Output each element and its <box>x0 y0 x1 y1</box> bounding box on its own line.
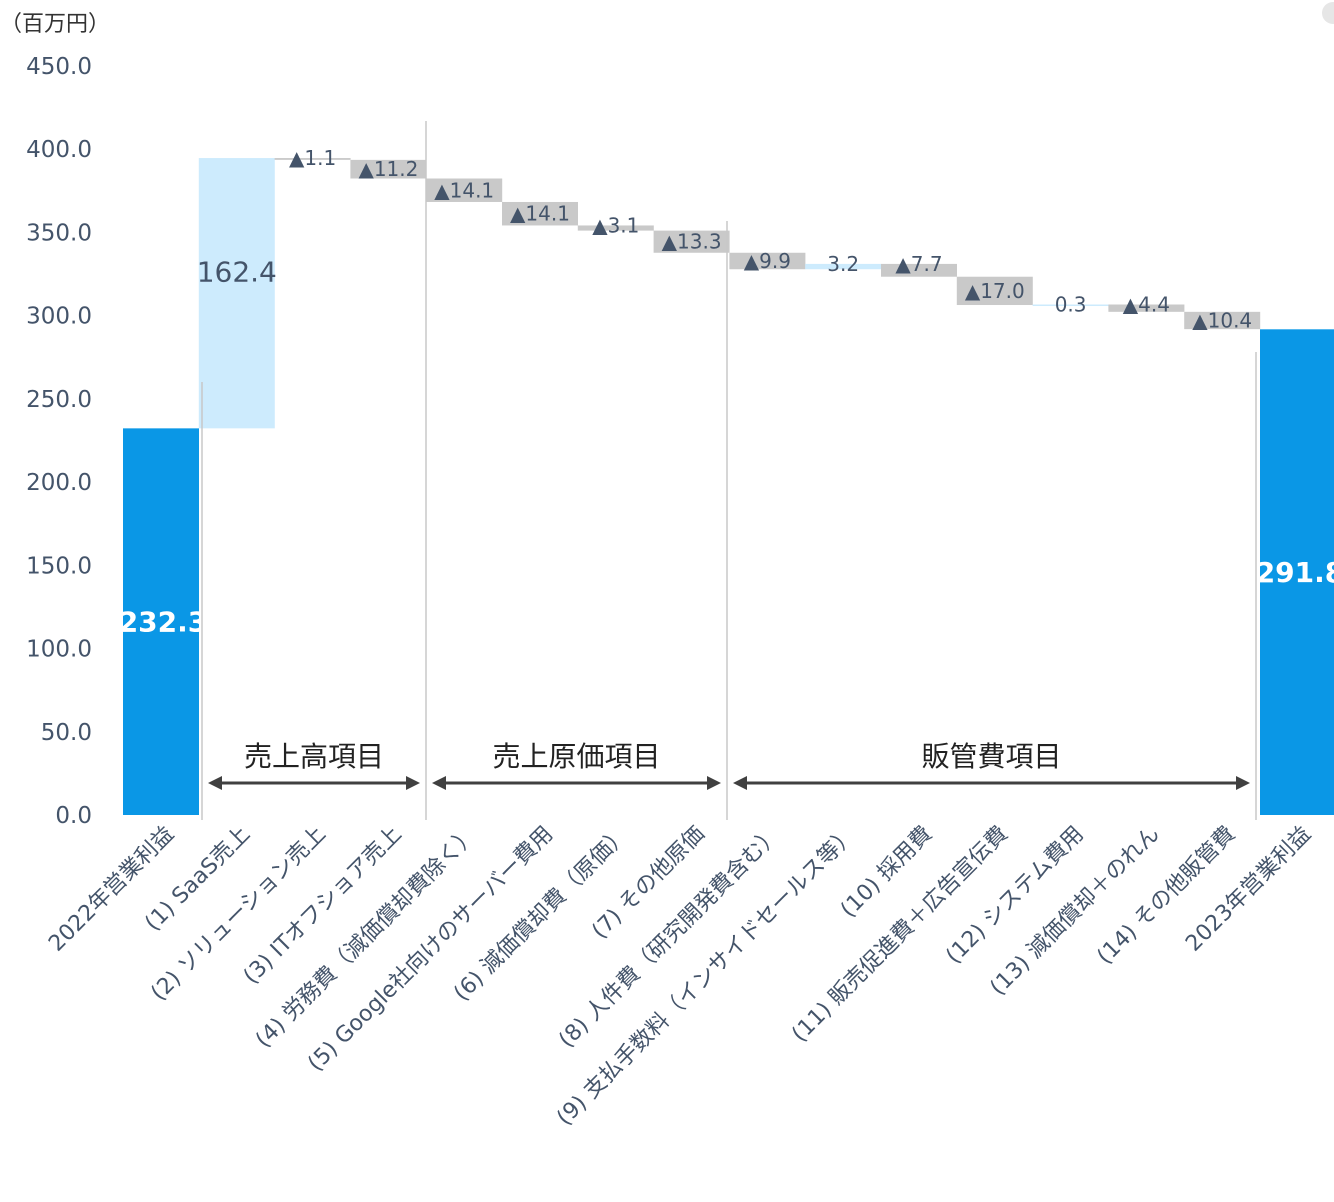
data-label: 162.4 <box>197 256 277 289</box>
increase-bar <box>198 158 275 429</box>
y-tick-label: 50.0 <box>41 720 92 746</box>
decrease-bar <box>956 276 1033 306</box>
data-label: ▲4.4 <box>1123 293 1170 317</box>
group-label: 販管費項目 <box>921 740 1061 773</box>
arrow-left-head <box>733 776 747 790</box>
y-tick-label: 0.0 <box>55 803 92 829</box>
arrow-left-head <box>208 776 222 790</box>
data-label: ▲14.1 <box>510 202 570 226</box>
decrease-bar <box>653 230 730 253</box>
data-label: 232.3 <box>119 606 208 639</box>
data-label: ▲14.1 <box>434 178 494 202</box>
data-label: ▲11.2 <box>358 157 418 181</box>
decrease-bar <box>274 158 351 160</box>
decrease-bar <box>1184 311 1261 330</box>
y-tick-label: 100.0 <box>26 637 92 663</box>
y-tick-label: 450.0 <box>26 54 92 80</box>
decrease-bar <box>1108 304 1185 312</box>
data-label: ▲9.9 <box>744 249 791 273</box>
x-tick-label: (14) その他販管費 <box>1093 822 1241 970</box>
data-label: 291.8 <box>1256 556 1334 589</box>
increase-bar <box>1032 304 1109 307</box>
increase-bar <box>805 263 882 270</box>
data-label: 3.2 <box>827 252 859 276</box>
data-label: ▲1.1 <box>289 146 336 170</box>
x-tick-label: 2022年営業利益 <box>44 822 179 957</box>
data-label: 0.3 <box>1055 293 1087 317</box>
data-label: ▲10.4 <box>1192 308 1252 332</box>
data-label: ▲13.3 <box>662 230 722 254</box>
total-bar <box>1260 329 1334 815</box>
arrow-left-head <box>432 776 446 790</box>
group-label: 売上原価項目 <box>492 740 660 773</box>
scroll-indicator <box>1322 2 1334 24</box>
decrease-bar <box>729 252 806 270</box>
y-tick-label: 200.0 <box>26 470 92 496</box>
decrease-bar <box>502 201 578 226</box>
y-tick-label: 150.0 <box>26 553 92 579</box>
y-tick-label: 400.0 <box>26 137 92 163</box>
decrease-bar <box>881 263 957 277</box>
decrease-bar <box>350 159 427 179</box>
decrease-bar <box>426 178 503 202</box>
y-tick-label: 300.0 <box>26 304 92 330</box>
arrow-right-head <box>406 776 420 790</box>
unit-label: （百万円） <box>0 12 111 37</box>
y-tick-label: 350.0 <box>26 220 92 246</box>
data-label: ▲7.7 <box>895 252 942 276</box>
arrow-right-head <box>1236 776 1250 790</box>
group-label: 売上高項目 <box>244 740 384 773</box>
decrease-bar <box>577 225 654 231</box>
x-tick-label: (12) システム費用 <box>941 822 1088 969</box>
data-label: ▲3.1 <box>592 213 639 237</box>
y-tick-label: 250.0 <box>26 387 92 413</box>
arrow-right-head <box>707 776 721 790</box>
total-bar <box>123 428 199 815</box>
data-label: ▲17.0 <box>965 279 1025 303</box>
